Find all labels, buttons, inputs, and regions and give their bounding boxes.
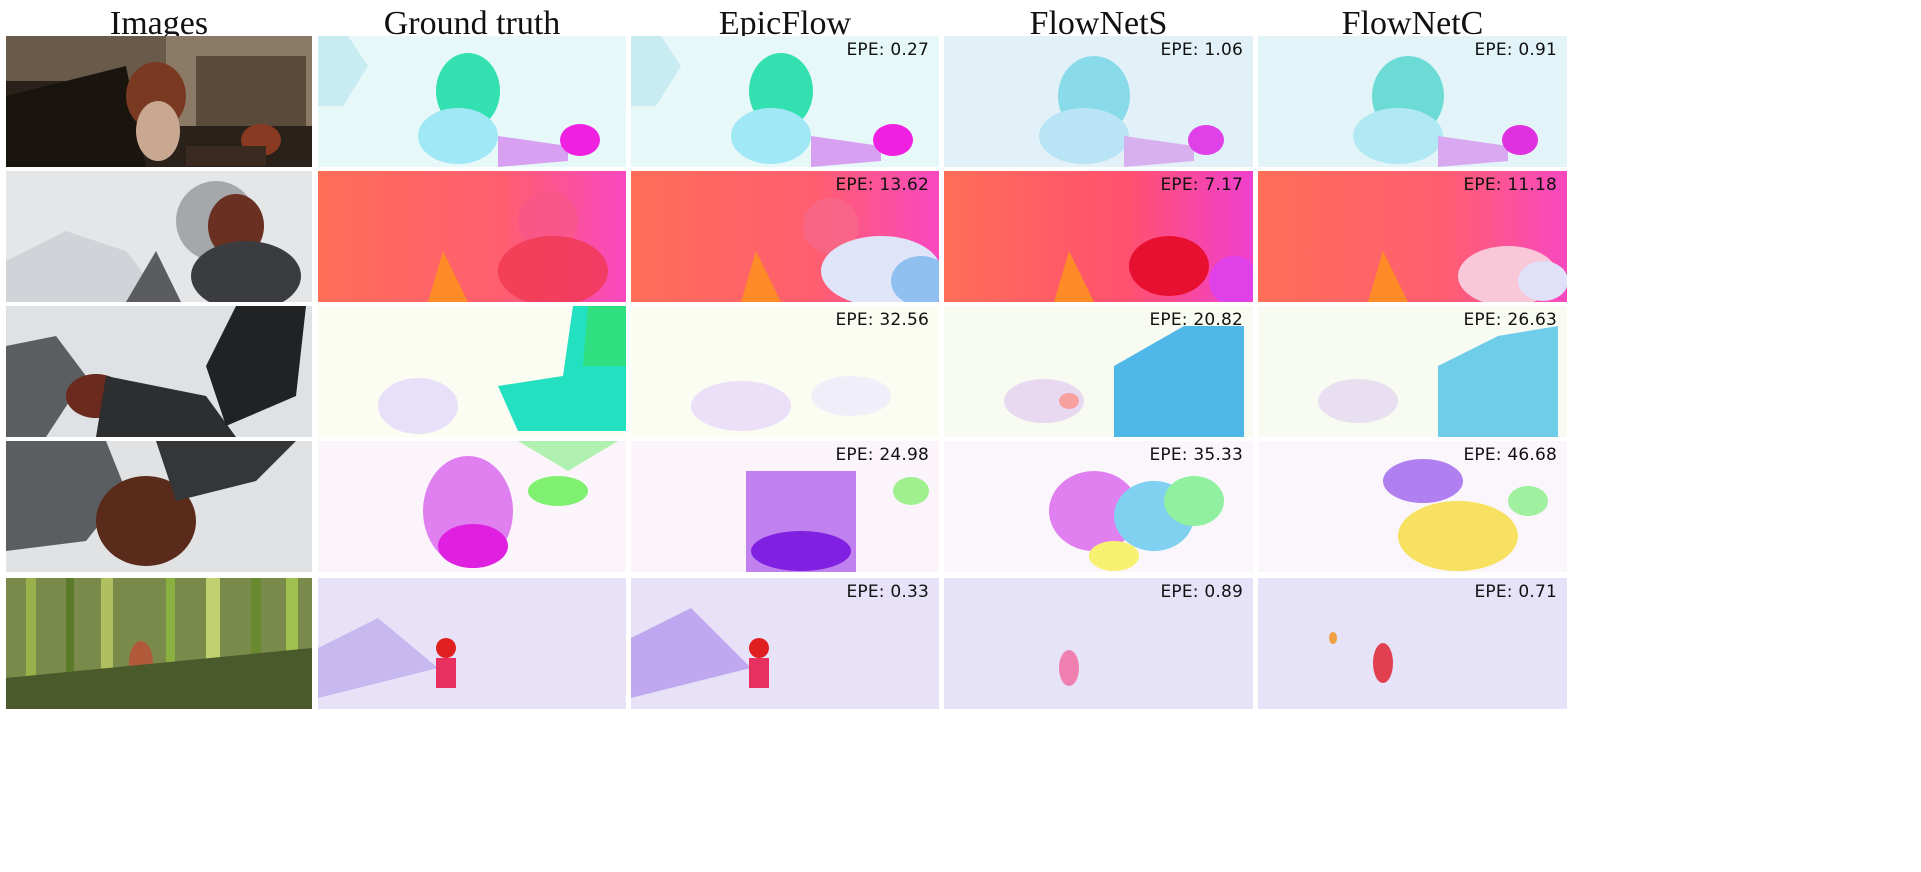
row1-epicflow-epe: EPE: 0.27 (846, 40, 929, 60)
row2-flownetc: EPE: 11.18 (1258, 171, 1567, 302)
row2-epicflow-epe: EPE: 13.62 (835, 175, 929, 195)
column-header-images: Images (109, 5, 209, 42)
row3-flownets-epe: EPE: 20.82 (1149, 310, 1243, 330)
column-header-flownetc: FlowNetC (1341, 5, 1484, 42)
row3-input-image (6, 306, 312, 437)
row4-flownetc: EPE: 46.68 (1258, 441, 1567, 572)
row4-input-image (6, 441, 312, 572)
row4-epicflow: EPE: 24.98 (631, 441, 939, 572)
row3-epicflow: EPE: 32.56 (631, 306, 939, 437)
row3-ground-truth (318, 306, 626, 437)
row4-ground-truth (318, 441, 626, 572)
row1-epicflow: EPE: 0.27 (631, 36, 939, 167)
column-header-ground-truth: Ground truth (383, 5, 561, 42)
row2-flownets: EPE: 7.17 (944, 171, 1253, 302)
row3-flownets: EPE: 20.82 (944, 306, 1253, 437)
row2-input-image (6, 171, 312, 302)
column-header-epicflow: EpicFlow (718, 5, 852, 42)
row5-epicflow-epe: EPE: 0.33 (846, 582, 929, 602)
row5-flownetc: EPE: 0.71 (1258, 578, 1567, 709)
row1-flownetc-epe: EPE: 0.91 (1474, 40, 1557, 60)
row1-flownets-epe: EPE: 1.06 (1160, 40, 1243, 60)
row2-epicflow: EPE: 13.62 (631, 171, 939, 302)
row1-flownets: EPE: 1.06 (944, 36, 1253, 167)
row2-flownets-epe: EPE: 7.17 (1160, 175, 1243, 195)
row3-flownetc-epe: EPE: 26.63 (1463, 310, 1557, 330)
row2-flownetc-epe: EPE: 11.18 (1463, 175, 1557, 195)
row4-flownets-epe: EPE: 35.33 (1149, 445, 1243, 465)
row1-flownetc: EPE: 0.91 (1258, 36, 1567, 167)
row2-ground-truth (318, 171, 626, 302)
column-header-flownets: FlowNetS (1029, 5, 1168, 42)
row4-flownets: EPE: 35.33 (944, 441, 1253, 572)
row5-ground-truth (318, 578, 626, 709)
row5-flownets-epe: EPE: 0.89 (1160, 582, 1243, 602)
row1-input-image (6, 36, 312, 167)
row4-epicflow-epe: EPE: 24.98 (835, 445, 929, 465)
row1-ground-truth (318, 36, 626, 167)
row5-flownets: EPE: 0.89 (944, 578, 1253, 709)
row4-flownetc-epe: EPE: 46.68 (1463, 445, 1557, 465)
row3-epicflow-epe: EPE: 32.56 (835, 310, 929, 330)
row3-flownetc: EPE: 26.63 (1258, 306, 1567, 437)
row5-flownetc-epe: EPE: 0.71 (1474, 582, 1557, 602)
row5-input-image (6, 578, 312, 709)
row5-epicflow: EPE: 0.33 (631, 578, 939, 709)
